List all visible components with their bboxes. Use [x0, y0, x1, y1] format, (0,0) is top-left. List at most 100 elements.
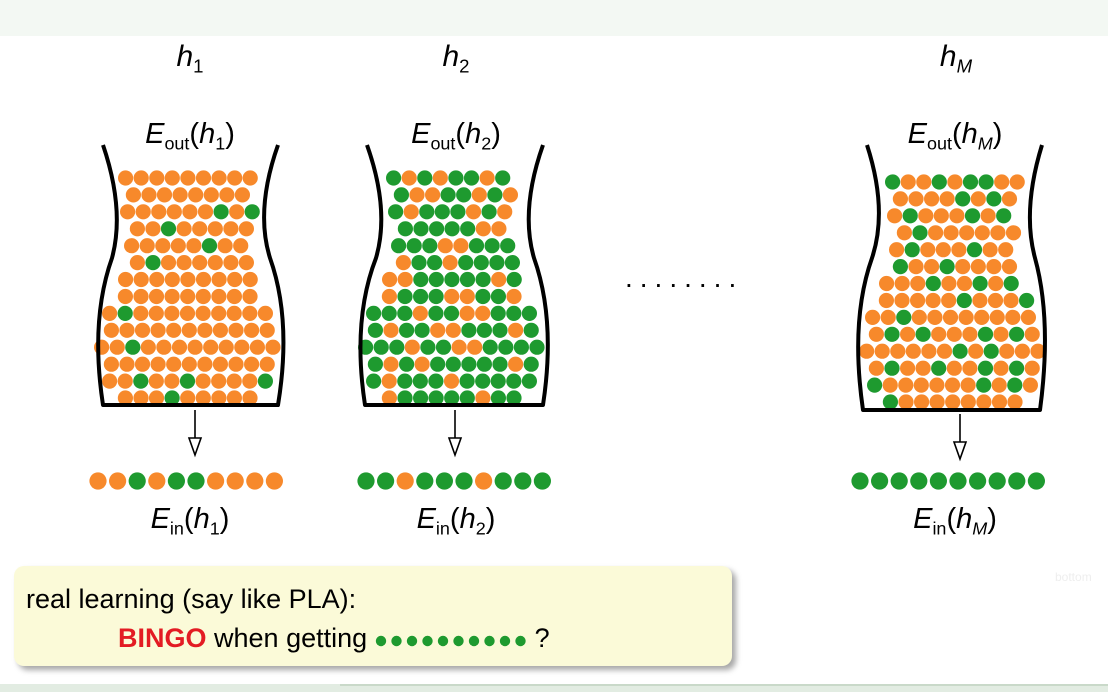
- orange-marble: [242, 170, 258, 186]
- green-marble: [513, 339, 530, 355]
- green-marble: [393, 187, 409, 203]
- green-marble: [1009, 326, 1025, 342]
- orange-marble: [195, 373, 211, 389]
- green-marble: [460, 221, 476, 237]
- sample-green-marble: [435, 472, 453, 490]
- eout-label-2: Eout(h2): [411, 118, 501, 154]
- green-marble: [381, 305, 397, 321]
- orange-marble: [962, 326, 978, 342]
- orange-marble: [432, 170, 448, 186]
- green-marble: [523, 356, 539, 372]
- top-band: [0, 0, 1108, 36]
- orange-marble: [180, 170, 196, 186]
- sample-green-marble: [377, 472, 395, 490]
- orange-marble: [148, 288, 165, 305]
- green-marble: [962, 174, 979, 190]
- orange-marble: [941, 275, 957, 292]
- orange-marble: [475, 305, 491, 321]
- green-marble: [956, 292, 972, 309]
- sample-green-marble: [910, 472, 928, 490]
- green-marble: [413, 390, 429, 406]
- orange-marble: [207, 221, 223, 237]
- green-marble: [443, 305, 460, 321]
- orange-marble: [211, 390, 227, 406]
- green-marble: [931, 174, 947, 190]
- green-marble: [490, 305, 506, 321]
- green-marble: [461, 356, 477, 372]
- orange-marble: [259, 356, 275, 372]
- sample-green-marble: [128, 472, 146, 490]
- orange-marble: [156, 187, 173, 203]
- orange-marble: [150, 356, 166, 372]
- bin-1: [89, 144, 286, 490]
- orange-marble: [265, 339, 281, 355]
- green-marble: [459, 390, 475, 406]
- orange-marble: [176, 255, 192, 271]
- green-marble: [444, 221, 460, 237]
- orange-marble: [197, 204, 214, 220]
- orange-marble: [990, 225, 1006, 241]
- orange-marble: [211, 373, 227, 389]
- orange-marble: [918, 208, 934, 224]
- orange-marble: [217, 238, 233, 254]
- orange-marble: [988, 275, 1004, 292]
- green-marble: [482, 339, 498, 355]
- orange-marble: [195, 305, 211, 321]
- orange-marble: [931, 326, 947, 342]
- green-marble: [492, 356, 508, 372]
- orange-marble: [197, 356, 213, 372]
- orange-marble: [443, 373, 460, 389]
- orange-marble: [133, 170, 149, 186]
- orange-marble: [951, 242, 967, 258]
- sample-orange-marble: [89, 472, 107, 490]
- orange-marble: [914, 394, 930, 410]
- orange-marble: [171, 339, 188, 355]
- green-marble: [498, 339, 514, 355]
- green-marble: [500, 238, 516, 254]
- orange-marble: [865, 309, 881, 325]
- orange-marble: [1030, 343, 1046, 359]
- orange-marble: [980, 208, 996, 224]
- bin-2: [357, 144, 552, 490]
- green-marble: [427, 255, 443, 271]
- green-marble: [882, 394, 899, 410]
- green-marble: [397, 390, 413, 406]
- orange-marble: [207, 255, 223, 271]
- orange-marble: [119, 356, 135, 372]
- all-green-sample: [375, 635, 526, 647]
- sample-green-marble: [357, 472, 375, 490]
- orange-marble: [188, 187, 204, 203]
- orange-marble: [160, 255, 177, 271]
- green-marble: [445, 356, 461, 372]
- orange-marble: [910, 292, 926, 309]
- orange-marble: [186, 238, 202, 254]
- orange-marble: [939, 191, 955, 207]
- callout-green-marble: [483, 635, 495, 647]
- orange-marble: [381, 373, 397, 389]
- green-marble: [896, 309, 912, 325]
- eout-label-1: Eout(h1): [145, 118, 235, 154]
- orange-marble: [920, 242, 936, 258]
- orange-marble: [404, 339, 420, 355]
- orange-marble: [924, 259, 940, 275]
- sample-orange-marble: [148, 472, 166, 490]
- sample-green-marble: [929, 472, 948, 490]
- orange-marble: [936, 343, 953, 359]
- green-marble: [430, 356, 446, 372]
- callout-green-marble: [437, 635, 448, 647]
- orange-marble: [383, 356, 399, 372]
- orange-marble: [879, 275, 895, 292]
- orange-marble: [381, 288, 397, 305]
- orange-marble: [444, 288, 460, 305]
- orange-marble: [430, 322, 446, 338]
- orange-marble: [1009, 174, 1025, 190]
- sample-orange-marble: [207, 472, 225, 490]
- orange-marble: [945, 394, 961, 410]
- orange-marble: [412, 305, 428, 321]
- orange-marble: [133, 305, 149, 321]
- orange-marble: [242, 305, 258, 321]
- green-marble: [884, 360, 900, 376]
- green-marble: [456, 187, 472, 203]
- green-marble: [428, 271, 444, 288]
- green-marble: [145, 255, 161, 271]
